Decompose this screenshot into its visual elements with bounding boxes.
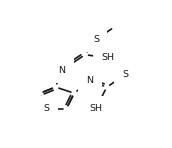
Text: S: S	[43, 104, 49, 113]
Text: N: N	[58, 66, 65, 75]
Text: S: S	[122, 70, 128, 79]
Text: N: N	[86, 76, 93, 85]
Text: SH: SH	[89, 104, 102, 113]
Text: SH: SH	[102, 53, 115, 62]
Text: S: S	[93, 35, 99, 44]
